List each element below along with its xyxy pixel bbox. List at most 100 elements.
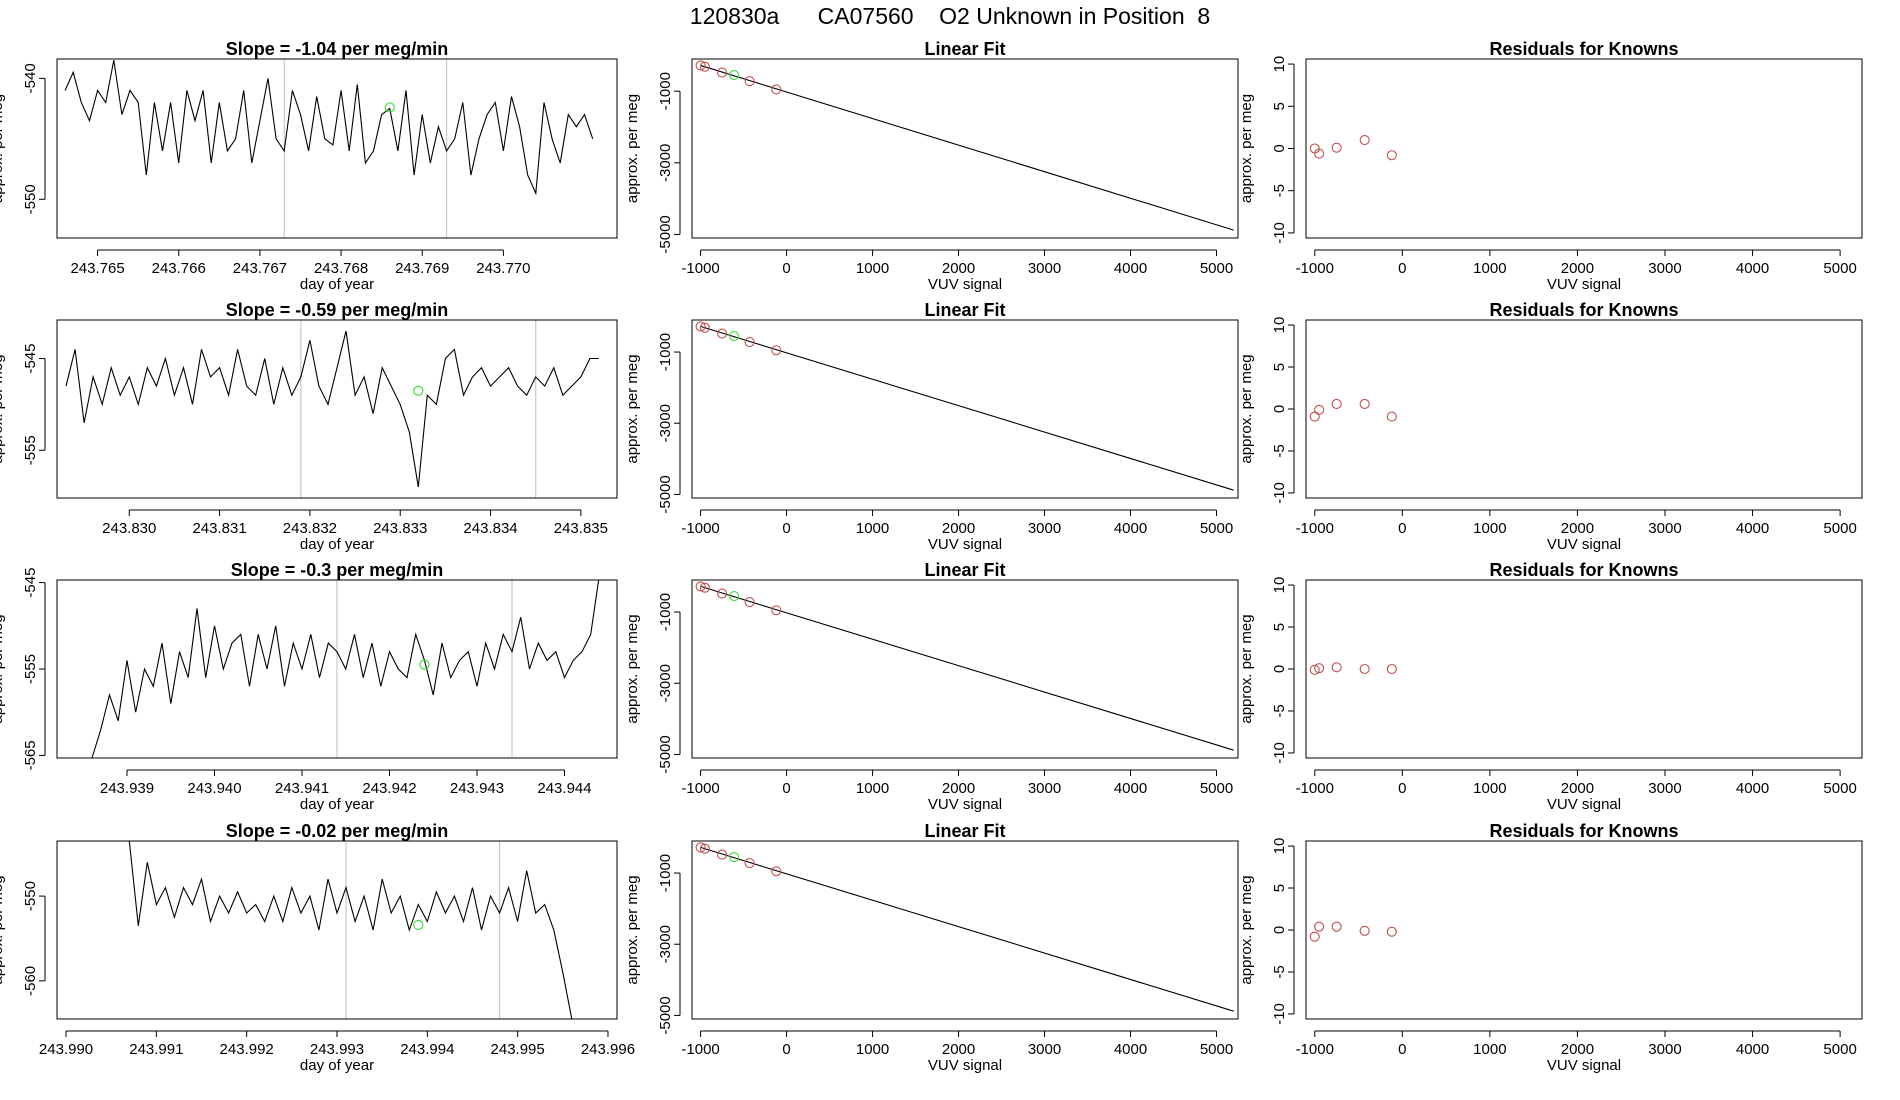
row2-linear-fit-x-label: VUV signal: [928, 536, 1002, 553]
row2-residuals-y-tick-label-3: 5: [1271, 363, 1288, 371]
row3-linear-fit-x-tick-label-4: 3000: [1028, 780, 1061, 797]
row4-residuals-y-label: approx. per meg: [1238, 875, 1255, 984]
row3-time-series-frame: [56, 579, 618, 759]
row2-linear-fit-x-tick-label-3: 2000: [942, 520, 975, 537]
row4-time-series-title: Slope = -0.02 per meg/min: [226, 821, 449, 841]
row3-time-series-x-tick-label-1: 243.940: [187, 780, 241, 797]
row2-residuals-y-tick-label-0: -10: [1271, 482, 1288, 504]
row2-residuals-residual-point-1: [1314, 404, 1325, 415]
row1-time-series-y-tick-label-1: -540: [22, 63, 39, 93]
row4-linear-fit-x-tick-label-6: 5000: [1200, 1041, 1233, 1058]
row2-linear-fit-title: Linear Fit: [924, 300, 1005, 320]
row2-linear-fit-panel: Linear Fit -1000 0 1000 2000 3000 4000 5000 VUV …: [624, 300, 1239, 553]
row3-residuals-x-tick-label-1: 0: [1398, 780, 1406, 797]
row2-residuals-y-tick-label-1: -5: [1271, 444, 1288, 457]
row1-linear-fit-known-point-0: [695, 60, 706, 71]
row4-residuals-y-tick-label-0: -10: [1271, 1003, 1288, 1025]
row1-linear-fit-unknown-point-0: [729, 70, 740, 81]
row1-linear-fit-panel: Linear Fit -1000 0 1000 2000 3000 4000 5000 VUV …: [624, 39, 1239, 293]
row3-residuals-title: Residuals for Knowns: [1489, 560, 1678, 580]
row3-time-series-y-label: approx. per meg: [0, 614, 6, 723]
row2-time-series-x-tick-label-5: 243.835: [554, 520, 608, 537]
row4-residuals-residual-point-3: [1359, 925, 1370, 936]
row3-linear-fit-x-tick-label-6: 5000: [1200, 780, 1233, 797]
row4-residuals-x-tick-label-2: 1000: [1473, 1041, 1506, 1058]
row2-time-series-title: Slope = -0.59 per meg/min: [226, 300, 449, 320]
row3-time-series-series-line: [91, 580, 600, 758]
row3-time-series-x-label: day of year: [300, 796, 374, 813]
row1-linear-fit-x-tick-label-6: 5000: [1200, 260, 1233, 277]
row1-residuals-x-tick-label-1: 0: [1398, 260, 1406, 277]
row4-residuals-x-tick-label-3: 2000: [1561, 1041, 1594, 1058]
page-title: 120830a CA07560 O2 Unknown in Position 8: [689, 3, 1211, 29]
row1-residuals-panel: Residuals for Knowns -1000 0 1000 2000 3000 40…: [1238, 39, 1863, 293]
row2-time-series-y-label: approx. per meg: [0, 354, 6, 463]
row1-linear-fit-x-label: VUV signal: [928, 276, 1002, 293]
row3-residuals-x-tick-label-5: 4000: [1736, 780, 1769, 797]
row3-residuals-x-tick-label-4: 3000: [1648, 780, 1681, 797]
row1-residuals-x-tick-label-6: 5000: [1823, 260, 1856, 277]
row3-time-series-title: Slope = -0.3 per meg/min: [231, 560, 444, 580]
row3-time-series-panel: Slope = -0.3 per meg/min 243.939 243.940 24…: [0, 560, 618, 813]
row4-linear-fit-data: [695, 842, 1234, 1012]
row4-time-series-unknown-point: [413, 919, 424, 930]
row1-linear-fit-x-tick-label-2: 1000: [856, 260, 889, 277]
row3-residuals-residual-point-0: [1309, 664, 1320, 675]
row3-linear-fit-y-tick-label-1: -3000: [657, 664, 674, 702]
row1-time-series-x-tick-label-0: 243.765: [70, 260, 124, 277]
row2-time-series-x-label: day of year: [300, 536, 374, 553]
row1-linear-fit-frame: [691, 58, 1239, 239]
row2-residuals-residual-point-3: [1359, 398, 1370, 410]
row3-residuals-x-tick-label-6: 5000: [1823, 780, 1856, 797]
row4-time-series-x-tick-label-3: 243.993: [310, 1041, 364, 1058]
row3-time-series-x-tick-label-2: 243.941: [275, 780, 329, 797]
row3-residuals-y-tick-label-0: -10: [1271, 742, 1288, 764]
row1-time-series-x-label: day of year: [300, 276, 374, 293]
row2-residuals-x-tick-label-0: -1000: [1296, 520, 1334, 537]
row3-residuals-residual-point-3: [1359, 663, 1370, 675]
row2-residuals-x-tick-label-3: 2000: [1561, 520, 1594, 537]
row1-linear-fit-x-tick-label-0: -1000: [681, 260, 719, 277]
row3-time-series-x-tick-label-5: 243.944: [537, 780, 591, 797]
row3-linear-fit-x-tick-label-5: 4000: [1114, 780, 1147, 797]
row1-linear-fit-known-point-4: [771, 84, 782, 95]
row1-time-series-x-tick-label-4: 243.769: [395, 260, 449, 277]
row4-residuals-x-tick-label-0: -1000: [1296, 1041, 1334, 1058]
row4-linear-fit-x-tick-label-4: 3000: [1028, 1041, 1061, 1058]
row3-linear-fit-x-tick-label-0: -1000: [681, 780, 719, 797]
row3-linear-fit-fit-line: [700, 585, 1234, 751]
row1-linear-fit-known-point-3: [744, 76, 755, 87]
row1-residuals-x-tick-label-5: 4000: [1736, 260, 1769, 277]
row4-linear-fit-known-point-4: [771, 866, 782, 877]
row2-time-series-x-tick-label-4: 243.834: [463, 520, 517, 537]
row3-time-series-y-tick-label-2: -545: [22, 568, 39, 598]
row2-linear-fit-x-tick-label-0: -1000: [681, 520, 719, 537]
row2-time-series-y-tick-label-1: -545: [22, 344, 39, 374]
row1-time-series-series-line: [64, 60, 594, 196]
row4-linear-fit-known-point-1: [699, 843, 710, 854]
row4-residuals-x-tick-label-5: 4000: [1736, 1041, 1769, 1058]
row3-linear-fit-x-tick-label-2: 1000: [856, 780, 889, 797]
row2-linear-fit-y-tick-label-2: -1000: [657, 333, 674, 371]
row4-linear-fit-frame: [691, 840, 1239, 1020]
row1-residuals-y-tick-label-4: 10: [1271, 56, 1288, 73]
row4-linear-fit-known-point-0: [695, 842, 706, 853]
row1-linear-fit-y-tick-label-1: -3000: [657, 144, 674, 182]
row4-linear-fit-title: Linear Fit: [924, 821, 1005, 841]
row3-time-series-y-tick-label-1: -555: [22, 654, 39, 684]
row4-residuals-frame: [1305, 840, 1863, 1020]
row3-time-series-x-tick-label-3: 243.942: [362, 780, 416, 797]
row3-linear-fit-known-point-4: [771, 605, 782, 616]
row1-time-series-unknown-point: [384, 102, 395, 113]
row2-linear-fit-y-tick-label-1: -3000: [657, 404, 674, 442]
row4-linear-fit-panel: Linear Fit -1000 0 1000 2000 3000 4000 5000 VUV …: [624, 821, 1239, 1074]
row3-residuals-x-label: VUV signal: [1547, 796, 1621, 813]
row4-time-series-x-tick-label-2: 243.992: [220, 1041, 274, 1058]
row3-residuals-x-tick-label-2: 1000: [1473, 780, 1506, 797]
row1-time-series-frame: [56, 58, 618, 239]
row4-linear-fit-unknown-point-0: [729, 851, 740, 863]
row1-residuals-y-tick-label-0: -10: [1271, 222, 1288, 244]
row1-linear-fit-x-tick-label-4: 3000: [1028, 260, 1061, 277]
row1-linear-fit-y-label: approx. per meg: [624, 94, 641, 203]
